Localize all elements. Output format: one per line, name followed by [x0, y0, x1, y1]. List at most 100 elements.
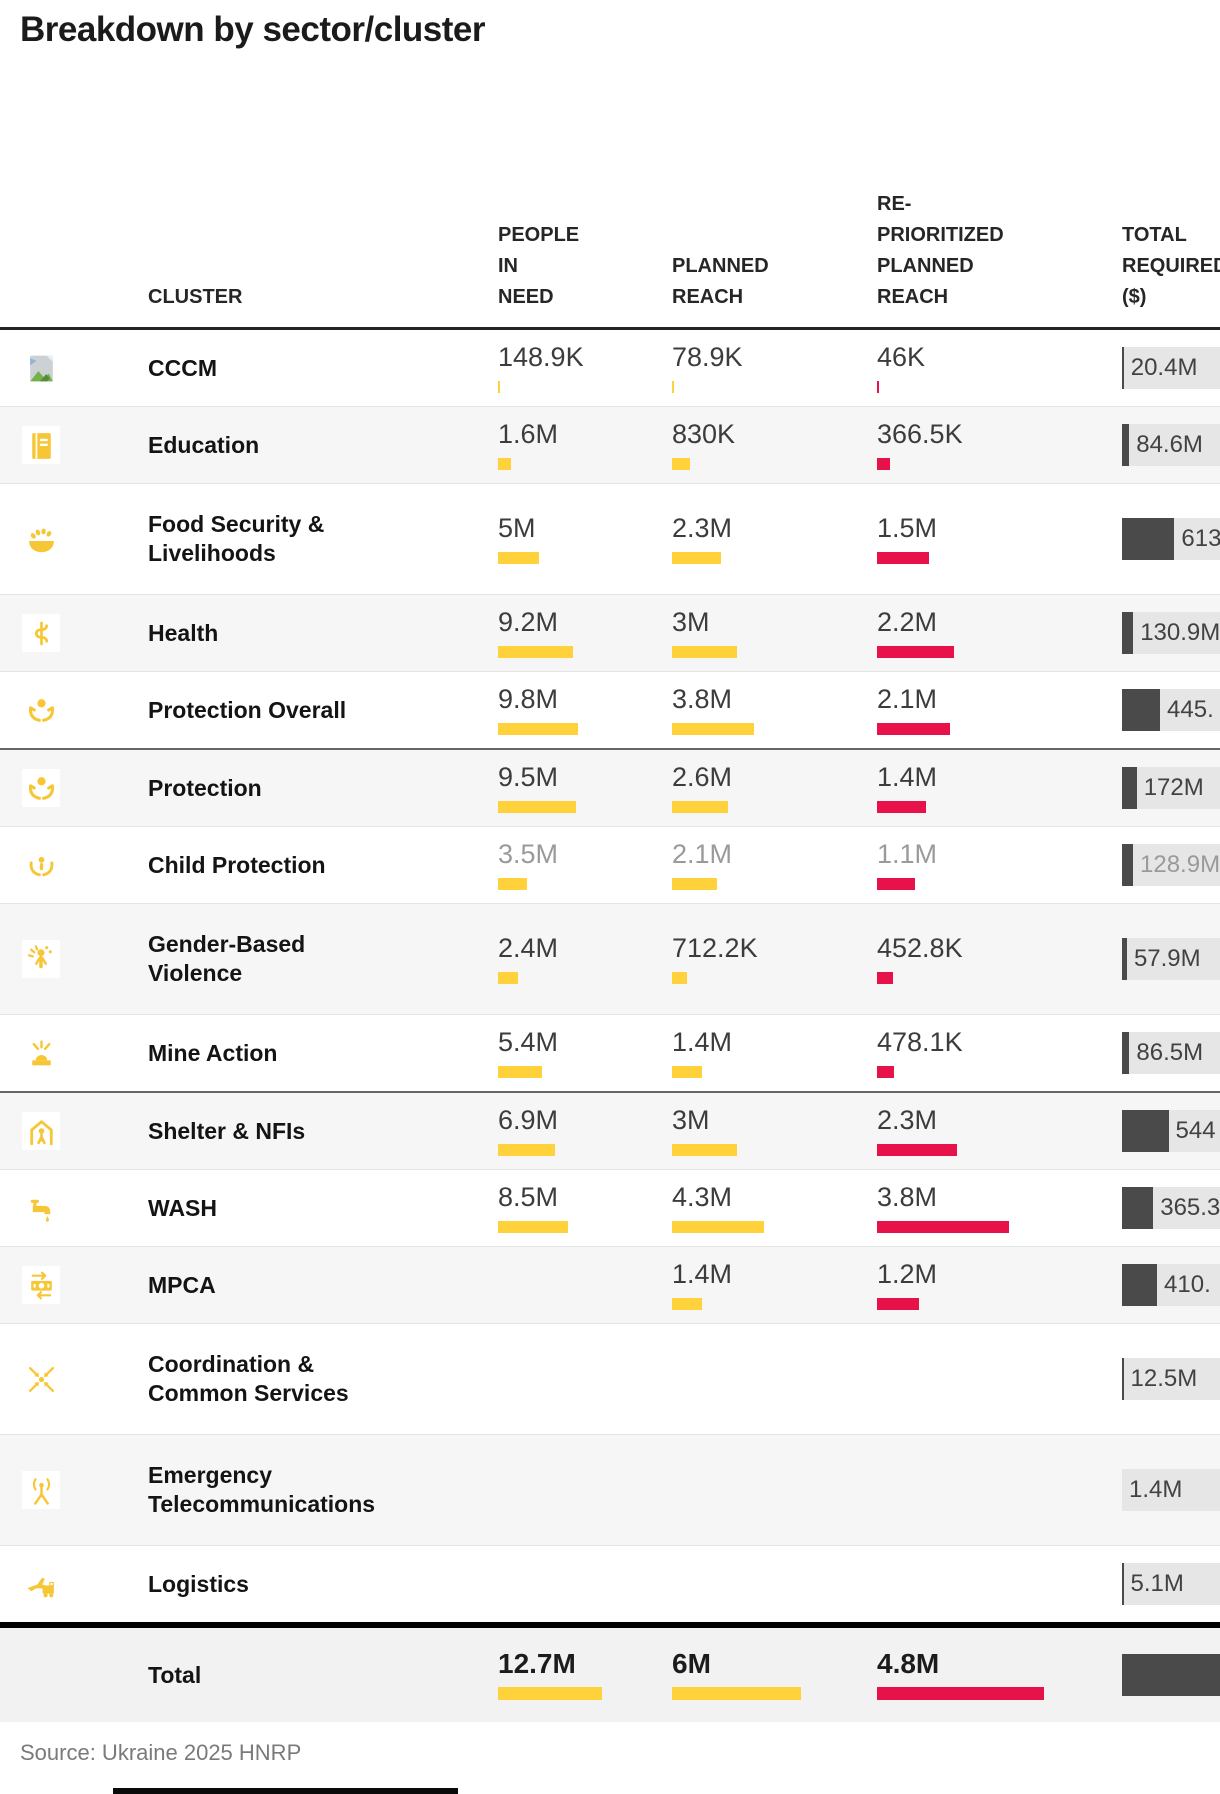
cluster-label: Shelter & NFIs	[148, 1117, 306, 1144]
people-in-need-bar	[498, 1143, 555, 1156]
planned-reach-cell: 712.2K	[672, 904, 877, 1014]
total-required-value: 613	[1181, 525, 1220, 552]
cluster-icon-cell	[0, 1015, 148, 1091]
people-in-need-bar	[498, 1220, 568, 1233]
table-row: Health 9.2M 3M 2.2M 130.9M	[0, 594, 1220, 671]
planned-reach-value: 4.3M	[672, 1181, 733, 1212]
water-tap-icon	[22, 1189, 60, 1227]
cluster-label-cell: Shelter & NFIs	[148, 1093, 498, 1169]
people-in-need-value: 9.2M	[498, 606, 559, 637]
table-row: Mine Action 5.4M 1.4M 478.1K 86.5M	[0, 1014, 1220, 1091]
source-caption: Source: Ukraine 2025 HNRP	[20, 1740, 302, 1765]
cluster-icon-cell	[0, 330, 148, 406]
cluster-label: CCCM	[148, 354, 217, 381]
table-row: Shelter & NFIs 6.9M 3M 2.3M 544	[0, 1091, 1220, 1169]
cluster-label: Child Protection	[148, 851, 326, 878]
total-required-track: 84.6M	[1122, 424, 1220, 466]
people-in-need-value: 5M	[498, 512, 536, 543]
total-required-value: 20.4M	[1130, 354, 1198, 381]
total-required-value: 84.6M	[1136, 431, 1203, 458]
planned-reach-bar	[672, 722, 754, 735]
header-icon-spacer	[0, 313, 148, 327]
hands-person-icon	[22, 769, 60, 807]
total-required-track: 130.9M	[1122, 612, 1220, 654]
total-required-track: 1.4M	[1122, 1469, 1220, 1511]
reprioritized-planned-reach-cell: 1.5M	[877, 484, 1122, 594]
planned-reach-bar	[672, 457, 690, 470]
people-in-need-value: 5.4M	[498, 1026, 559, 1057]
total-required-value: 1.4M	[1129, 1476, 1183, 1503]
reprioritized-planned-reach-cell: 2.2M	[877, 595, 1122, 671]
cluster-label-cell: Coordination & Common Services	[148, 1324, 498, 1434]
total-required-cell: 86.5M	[1122, 1015, 1220, 1091]
reprioritized-planned-reach-value: 3.8M	[877, 1181, 938, 1212]
planned-reach-bar	[672, 1687, 801, 1700]
total-required-cell: 544	[1122, 1093, 1220, 1169]
reprioritized-planned-reach-value: 478.1K	[877, 1026, 963, 1057]
cluster-label: Total	[148, 1661, 202, 1688]
total-required-cell: 12.5M	[1122, 1324, 1220, 1434]
total-required-cell: 613	[1122, 484, 1220, 594]
total-required-value: 544	[1175, 1117, 1216, 1144]
planned-reach-cell: 2.1M	[672, 827, 877, 903]
reprioritized-planned-reach-value: 2.3M	[877, 1104, 938, 1135]
reprioritized-planned-reach-value: 1.2M	[877, 1258, 938, 1289]
total-required-bar	[1122, 347, 1124, 389]
cluster-icon-cell	[0, 827, 148, 903]
total-required-value: 86.5M	[1136, 1039, 1204, 1066]
total-required-bar	[1122, 1032, 1130, 1074]
people-in-need-value: 9.8M	[498, 683, 559, 714]
table-header-row: CLUSTER PEOPLE IN NEED PLANNED REACH RE-…	[0, 140, 1220, 330]
total-required-track: 57.9M	[1122, 938, 1220, 980]
total-required-track: 20.4M	[1122, 347, 1220, 389]
planned-reach-value: 2.1M	[672, 838, 733, 869]
planned-reach-cell	[672, 1435, 877, 1545]
planned-reach-bar	[672, 645, 737, 658]
header-people-in-need: PEOPLE IN NEED	[498, 224, 580, 308]
planned-reach-cell: 4.3M	[672, 1170, 877, 1246]
reprioritized-planned-reach-cell: 478.1K	[877, 1015, 1122, 1091]
health-staff-icon	[22, 614, 60, 652]
people-in-need-bar	[498, 380, 500, 393]
reprioritized-planned-reach-value: 1.4M	[877, 761, 938, 792]
table-row: Coordination & Common Services 12.5M	[0, 1323, 1220, 1434]
people-in-need-value: 3.5M	[498, 838, 559, 869]
total-required-value: 57.9M	[1133, 945, 1201, 972]
total-required-bar	[1122, 938, 1127, 980]
cluster-icon-cell	[0, 1628, 148, 1722]
people-in-need-bar	[498, 877, 527, 890]
cluster-label-cell: WASH	[148, 1170, 498, 1246]
cluster-label: Emergency Telecommunications	[148, 1462, 376, 1517]
header-planned-reach: PLANNED REACH	[672, 255, 769, 308]
total-required-track: 365.3	[1122, 1187, 1220, 1229]
planned-reach-value: 1.4M	[672, 1026, 733, 1057]
reprioritized-planned-reach-bar	[877, 877, 916, 890]
people-in-need-bar	[498, 1687, 603, 1700]
planned-reach-bar	[672, 380, 674, 393]
cluster-icon-cell	[0, 1247, 148, 1323]
cluster-label-cell: Mine Action	[148, 1015, 498, 1091]
table-row: CCCM 148.9K 78.9K 46K 20.4M	[0, 330, 1220, 406]
cluster-icon-cell	[0, 1546, 148, 1622]
planned-reach-value: 6M	[672, 1648, 711, 1679]
header-cluster: CLUSTER	[148, 286, 243, 308]
cluster-label: WASH	[148, 1194, 217, 1221]
reprioritized-planned-reach-bar	[877, 1687, 1045, 1700]
total-required-bar	[1122, 689, 1161, 731]
total-required-bar	[1122, 844, 1134, 886]
reprioritized-planned-reach-cell: 4.8M	[877, 1628, 1122, 1722]
people-in-need-value: 9.5M	[498, 761, 559, 792]
cluster-label: Coordination & Common Services	[148, 1351, 349, 1406]
total-required-cell: 57.9M	[1122, 904, 1220, 1014]
antenna-icon	[22, 1471, 60, 1509]
planned-reach-bar	[672, 551, 722, 564]
cluster-label-cell: Gender-Based Violence	[148, 904, 498, 1014]
cluster-label: Mine Action	[148, 1039, 278, 1066]
people-in-need-cell: 148.9K	[498, 330, 672, 406]
total-required-value: 445.	[1167, 696, 1214, 723]
people-in-need-value: 1.6M	[498, 418, 559, 449]
cluster-label: Protection Overall	[148, 696, 347, 723]
planned-reach-value: 2.6M	[672, 761, 733, 792]
people-in-need-value: 8.5M	[498, 1181, 559, 1212]
